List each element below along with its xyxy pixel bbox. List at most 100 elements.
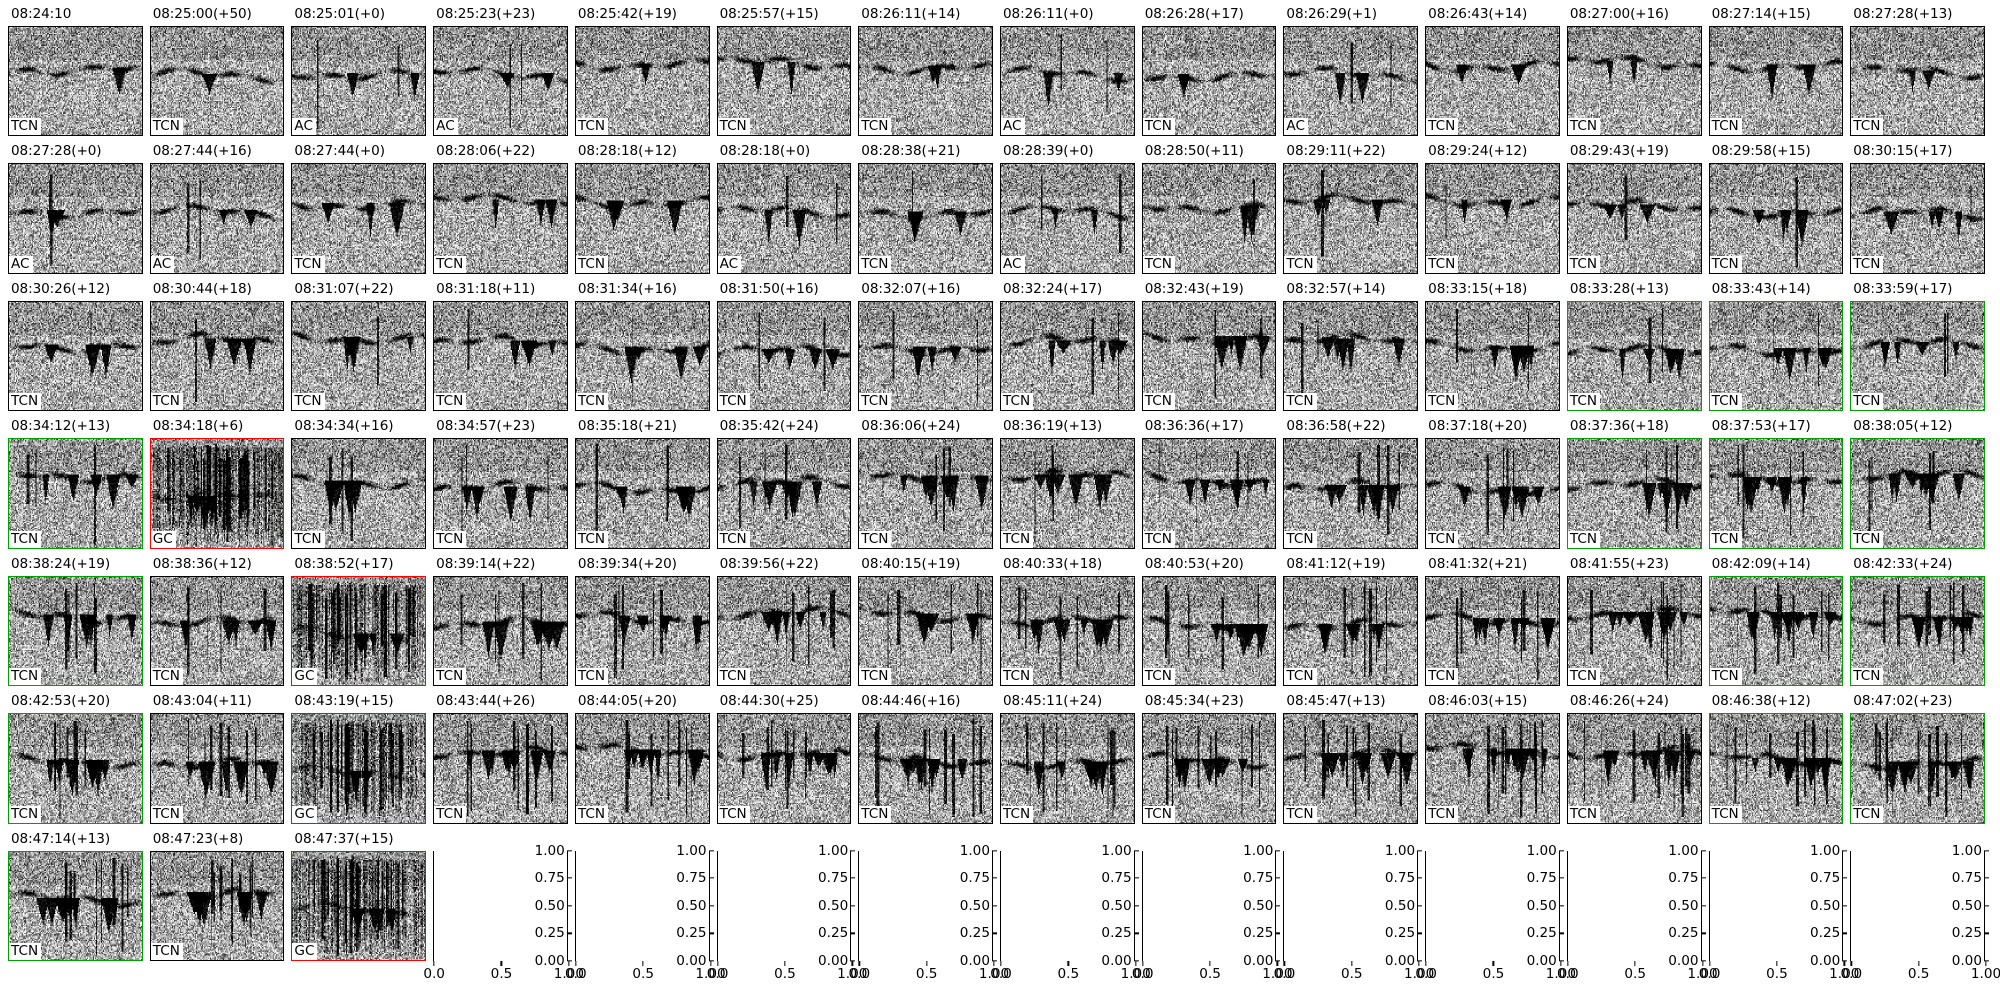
- spectrogram-panel[interactable]: [149, 575, 285, 687]
- spectrogram-cell[interactable]: 08:36:06(+24) TCN: [858, 417, 993, 555]
- spectrogram-panel[interactable]: [1000, 575, 1135, 687]
- spectrogram-panel[interactable]: [574, 713, 710, 824]
- spectrogram-cell[interactable]: 08:31:07(+22) TCN: [291, 279, 427, 418]
- spectrogram-cell[interactable]: 08:45:47(+13) TCN: [1283, 692, 1419, 830]
- spectrogram-cell[interactable]: 08:41:55(+23) TCN: [1566, 554, 1702, 693]
- spectrogram-panel[interactable]: [1566, 713, 1702, 824]
- spectrogram-panel[interactable]: [1425, 575, 1560, 687]
- spectrogram-cell[interactable]: 08:29:11(+22) TCN: [1283, 142, 1419, 280]
- spectrogram-cell[interactable]: 08:36:36(+17) TCN: [1141, 417, 1277, 555]
- spectrogram-panel[interactable]: [1283, 163, 1419, 274]
- spectrogram-cell[interactable]: 08:37:53(+17) TCN: [1708, 417, 1844, 555]
- spectrogram-cell[interactable]: 08:27:44(+0) TCN: [291, 142, 427, 280]
- spectrogram-cell[interactable]: 08:47:37(+15) GC: [291, 829, 427, 968]
- spectrogram-cell[interactable]: 08:28:18(+0) AC: [716, 142, 852, 280]
- spectrogram-cell[interactable]: 08:30:44(+18) TCN: [149, 279, 285, 418]
- spectrogram-panel[interactable]: [1850, 163, 1985, 274]
- spectrogram-panel[interactable]: [433, 713, 568, 824]
- spectrogram-cell[interactable]: 08:31:18(+11) TCN: [433, 279, 568, 418]
- spectrogram-cell[interactable]: 08:33:28(+13) TCN: [1566, 279, 1702, 418]
- spectrogram-cell[interactable]: 08:42:53(+20) TCN: [8, 692, 143, 830]
- spectrogram-panel[interactable]: [1283, 713, 1419, 824]
- spectrogram-panel[interactable]: [8, 850, 143, 961]
- spectrogram-cell[interactable]: 08:35:42(+24) TCN: [716, 417, 852, 555]
- spectrogram-panel[interactable]: [149, 850, 285, 961]
- spectrogram-panel[interactable]: [1566, 163, 1702, 274]
- spectrogram-panel[interactable]: [574, 26, 710, 137]
- spectrogram-cell[interactable]: 08:27:14(+15) TCN: [1708, 5, 1844, 143]
- spectrogram-cell[interactable]: 08:36:19(+13) TCN: [1000, 417, 1135, 555]
- spectrogram-panel[interactable]: [1000, 163, 1135, 274]
- spectrogram-cell[interactable]: 08:25:01(+0) AC: [291, 5, 427, 143]
- spectrogram-cell[interactable]: 08:37:18(+20) TCN: [1425, 417, 1560, 555]
- spectrogram-cell[interactable]: 08:32:43(+19) TCN: [1141, 279, 1277, 418]
- spectrogram-cell[interactable]: 08:42:09(+14) TCN: [1708, 554, 1844, 693]
- spectrogram-panel[interactable]: [149, 300, 285, 412]
- spectrogram-cell[interactable]: 08:27:28(+13) TCN: [1850, 5, 1985, 143]
- spectrogram-panel[interactable]: [1283, 300, 1419, 412]
- spectrogram-panel[interactable]: [149, 438, 285, 549]
- spectrogram-panel[interactable]: [1000, 300, 1135, 412]
- spectrogram-cell[interactable]: 08:34:18(+6) GC: [149, 417, 285, 555]
- spectrogram-cell[interactable]: 08:33:59(+17) TCN: [1850, 279, 1985, 418]
- spectrogram-cell[interactable]: 08:40:53(+20) TCN: [1141, 554, 1277, 693]
- spectrogram-panel[interactable]: [1425, 300, 1560, 412]
- spectrogram-panel[interactable]: [1425, 163, 1560, 274]
- spectrogram-panel[interactable]: [149, 713, 285, 824]
- spectrogram-panel[interactable]: [1141, 438, 1277, 549]
- spectrogram-cell[interactable]: 08:32:57(+14) TCN: [1283, 279, 1419, 418]
- spectrogram-panel[interactable]: [858, 163, 993, 274]
- spectrogram-cell[interactable]: 08:30:26(+12) TCN: [8, 279, 143, 418]
- spectrogram-panel[interactable]: [1425, 713, 1560, 824]
- spectrogram-cell[interactable]: 08:29:24(+12) TCN: [1425, 142, 1560, 280]
- spectrogram-panel[interactable]: [1141, 713, 1277, 824]
- spectrogram-cell[interactable]: 08:26:11(+14) TCN: [858, 5, 993, 143]
- spectrogram-panel[interactable]: [149, 26, 285, 137]
- spectrogram-panel[interactable]: [8, 713, 143, 824]
- spectrogram-cell[interactable]: 08:31:50(+16) TCN: [716, 279, 852, 418]
- spectrogram-panel[interactable]: [1566, 300, 1702, 412]
- spectrogram-cell[interactable]: 08:30:15(+17) TCN: [1850, 142, 1985, 280]
- spectrogram-cell[interactable]: 08:28:18(+12) TCN: [574, 142, 710, 280]
- spectrogram-cell[interactable]: 08:39:56(+22) TCN: [716, 554, 852, 693]
- spectrogram-panel[interactable]: [574, 163, 710, 274]
- spectrogram-panel[interactable]: [1566, 26, 1702, 137]
- spectrogram-cell[interactable]: 08:25:23(+23) AC: [433, 5, 568, 143]
- spectrogram-panel[interactable]: [433, 438, 568, 549]
- spectrogram-panel[interactable]: [716, 438, 852, 549]
- spectrogram-panel[interactable]: [1141, 300, 1277, 412]
- spectrogram-panel[interactable]: [291, 26, 427, 137]
- spectrogram-cell[interactable]: 08:39:34(+20) TCN: [574, 554, 710, 693]
- spectrogram-cell[interactable]: 08:28:06(+22) TCN: [433, 142, 568, 280]
- spectrogram-cell[interactable]: 08:34:57(+23) TCN: [433, 417, 568, 555]
- spectrogram-panel[interactable]: [8, 163, 143, 274]
- spectrogram-cell[interactable]: 08:47:02(+23) TCN: [1850, 692, 1985, 830]
- spectrogram-cell[interactable]: 08:41:12(+19) TCN: [1283, 554, 1419, 693]
- spectrogram-cell[interactable]: 08:46:38(+12) TCN: [1708, 692, 1844, 830]
- spectrogram-cell[interactable]: 08:28:50(+11) TCN: [1141, 142, 1277, 280]
- spectrogram-cell[interactable]: 08:41:32(+21) TCN: [1425, 554, 1560, 693]
- spectrogram-cell[interactable]: 08:45:11(+24) TCN: [1000, 692, 1135, 830]
- spectrogram-panel[interactable]: [433, 575, 568, 687]
- spectrogram-panel[interactable]: [1141, 26, 1277, 137]
- spectrogram-panel[interactable]: [433, 163, 568, 274]
- spectrogram-cell[interactable]: 08:40:15(+19) TCN: [858, 554, 993, 693]
- spectrogram-panel[interactable]: [1850, 438, 1985, 549]
- spectrogram-panel[interactable]: [1141, 163, 1277, 274]
- spectrogram-panel[interactable]: [291, 575, 427, 687]
- spectrogram-panel[interactable]: [1850, 713, 1985, 824]
- spectrogram-panel[interactable]: [1850, 300, 1985, 412]
- spectrogram-panel[interactable]: [1000, 26, 1135, 137]
- spectrogram-cell[interactable]: 08:25:00(+50) TCN: [149, 5, 285, 143]
- spectrogram-panel[interactable]: [1708, 575, 1844, 687]
- spectrogram-panel[interactable]: [8, 300, 143, 412]
- spectrogram-panel[interactable]: [291, 713, 427, 824]
- spectrogram-panel[interactable]: [1708, 163, 1844, 274]
- spectrogram-panel[interactable]: [291, 438, 427, 549]
- spectrogram-cell[interactable]: 08:38:52(+17) GC: [291, 554, 427, 693]
- spectrogram-cell[interactable]: 08:44:46(+16) TCN: [858, 692, 993, 830]
- spectrogram-cell[interactable]: 08:32:07(+16) TCN: [858, 279, 993, 418]
- spectrogram-panel[interactable]: [858, 713, 993, 824]
- spectrogram-panel[interactable]: [858, 300, 993, 412]
- spectrogram-panel[interactable]: [1000, 713, 1135, 824]
